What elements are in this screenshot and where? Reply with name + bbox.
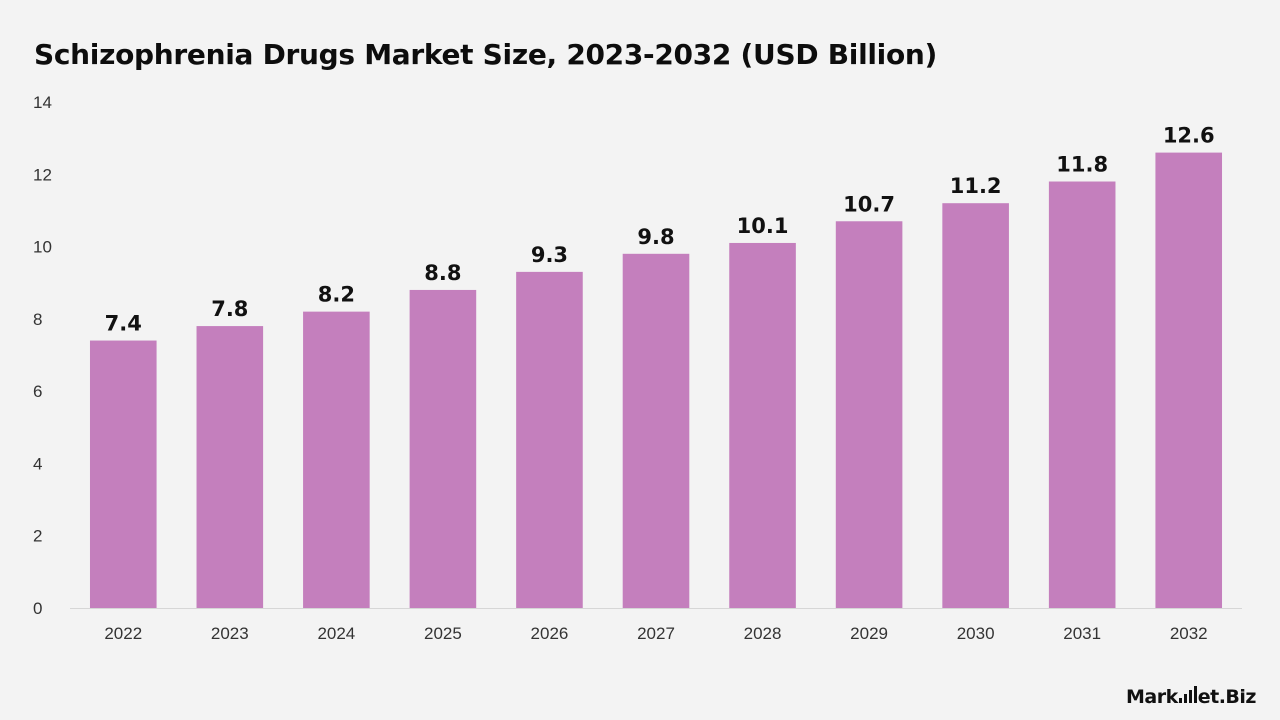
bar-2022 — [89, 340, 157, 608]
x-tick-label: 2028 — [744, 624, 782, 643]
data-label-2029: 10.7 — [843, 192, 895, 216]
x-tick-label: 2024 — [317, 624, 355, 643]
brand-logo: Mark et.Biz — [1126, 686, 1257, 708]
signal-bars-icon — [1178, 686, 1197, 703]
y-tick-label: 6 — [33, 382, 42, 401]
y-tick-label: 4 — [33, 454, 42, 473]
bar-2025 — [409, 289, 477, 608]
data-label-2022: 7.4 — [105, 312, 142, 336]
y-tick-label: 12 — [33, 165, 52, 184]
x-tick-label: 2025 — [424, 624, 462, 643]
data-label-2025: 8.8 — [424, 261, 461, 285]
data-label-2030: 11.2 — [950, 174, 1002, 198]
data-label-2028: 10.1 — [737, 214, 789, 238]
data-label-2023: 7.8 — [211, 297, 248, 321]
bar-2023 — [196, 326, 264, 608]
bar-2030 — [942, 203, 1009, 608]
data-label-2026: 9.3 — [531, 243, 568, 267]
bar-2032 — [1155, 152, 1223, 608]
bar-2031 — [1048, 181, 1116, 608]
bar-2029 — [835, 221, 903, 608]
x-tick-label: 2023 — [211, 624, 249, 643]
bar-2028 — [729, 242, 796, 608]
data-label-2031: 11.8 — [1056, 153, 1108, 177]
bar-series: 7.4 7.8 8.2 8.8 9.3 9.8 10.1 10.7 11.2 11.8 12.6 — [89, 124, 1223, 609]
y-tick-label: 0 — [33, 599, 42, 618]
chart-title: Schizophrenia Drugs Market Size, 2023-20… — [34, 38, 938, 71]
y-tick-label: 14 — [33, 93, 52, 112]
y-tick-label: 2 — [33, 527, 42, 546]
x-tick-label: 2032 — [1170, 624, 1208, 643]
x-tick-label: 2029 — [850, 624, 888, 643]
brand-logo-text-start: Mark — [1126, 686, 1178, 708]
y-tick-label: 10 — [33, 238, 52, 257]
x-tick-label: 2031 — [1063, 624, 1101, 643]
y-axis: 0 2 4 6 8 10 12 14 — [33, 93, 52, 618]
data-label-2032: 12.6 — [1163, 124, 1215, 148]
x-axis: 2022 2023 2024 2025 2026 2027 2028 2029 2030 2031… — [70, 608, 1242, 643]
brand-logo-text-end: et.Biz — [1197, 686, 1257, 708]
x-tick-label: 2022 — [104, 624, 142, 643]
y-tick-label: 8 — [33, 310, 42, 329]
bar-2024 — [303, 311, 370, 608]
x-tick-label: 2027 — [637, 624, 675, 643]
bar-2026 — [516, 271, 583, 608]
data-label-2024: 8.2 — [318, 283, 355, 307]
data-label-2027: 9.8 — [637, 225, 674, 249]
x-tick-label: 2026 — [531, 624, 569, 643]
x-tick-label: 2030 — [957, 624, 995, 643]
bar-2027 — [622, 253, 690, 609]
